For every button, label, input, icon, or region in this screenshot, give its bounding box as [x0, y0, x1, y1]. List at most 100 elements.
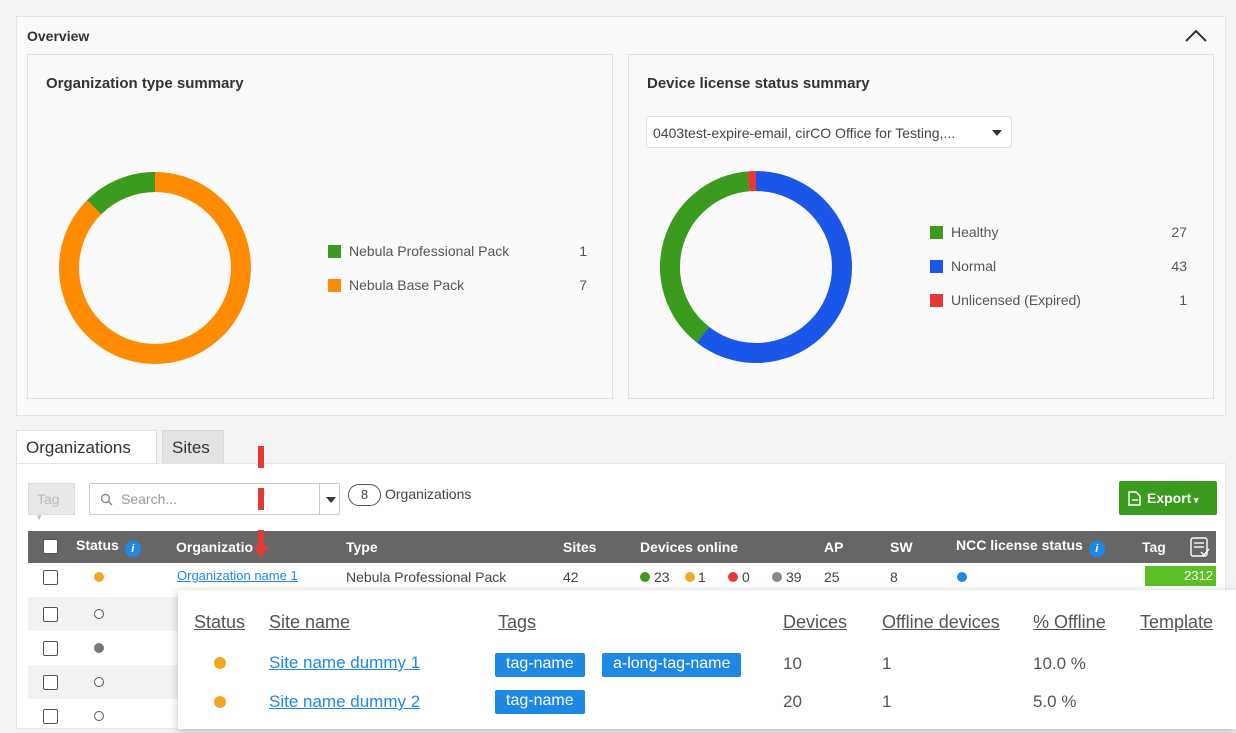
sites-popover: Status Site name Tags Devices Offline de… [178, 590, 1236, 729]
status-dot-warning [214, 657, 226, 669]
cell-online-grey: 39 [786, 569, 802, 585]
legend-item-healthy: Healthy 27 [930, 224, 1190, 242]
search-icon [100, 493, 113, 506]
organization-count-label: Organizations [385, 486, 471, 502]
row-checkbox[interactable] [43, 607, 58, 622]
popover-header-status[interactable]: Status [194, 612, 245, 633]
search-dropdown-toggle[interactable] [319, 484, 340, 514]
export-button[interactable]: Export ▾ [1119, 481, 1217, 515]
cell-pct-offline: 5.0 % [1033, 692, 1076, 712]
annotation-arrow-segment [258, 446, 264, 468]
caret-down-icon: ▾ [37, 512, 42, 522]
status-dot-offline [94, 711, 104, 721]
ncc-status-dot [957, 572, 967, 582]
org-type-donut-chart [58, 171, 252, 365]
chevron-up-icon[interactable] [1183, 23, 1209, 49]
tag-filter-label: Tag [37, 491, 60, 507]
legend-swatch [930, 294, 943, 307]
column-header-type[interactable]: Type [346, 539, 378, 555]
online-dot-orange [685, 572, 695, 582]
legend-count: 27 [1147, 224, 1187, 240]
cell-online-green: 23 [654, 569, 670, 585]
cell-devices: 10 [783, 654, 802, 674]
tab-sites[interactable]: Sites [162, 430, 224, 464]
status-dot-warning [214, 696, 226, 708]
export-icon [1128, 491, 1141, 506]
site-name-link[interactable]: Site name dummy 1 [269, 653, 420, 673]
column-header-ap[interactable]: AP [824, 539, 843, 555]
status-dot-warning [94, 572, 104, 582]
legend-count: 1 [547, 243, 587, 259]
organization-select-value: 0403test-expire-email, cirCO Office for … [653, 125, 955, 141]
column-header-ncc-license-status[interactable]: NCC license status i [956, 537, 1105, 557]
popover-header-offline-devices[interactable]: Offline devices [882, 612, 1000, 633]
legend-count: 7 [547, 277, 587, 293]
online-dot-red [728, 572, 738, 582]
popover-header-pct-offline[interactable]: % Offline [1033, 612, 1106, 633]
tag-badge: 2312 [1145, 566, 1216, 586]
column-header-devices-online[interactable]: Devices online [640, 539, 738, 555]
status-dot-offline [94, 677, 104, 687]
cell-sw: 8 [890, 569, 898, 585]
donut-slice-professional-pack [94, 182, 155, 207]
org-type-legend: Nebula Professional Pack 1 Nebula Base P… [328, 243, 590, 303]
tag-chip[interactable]: tag-name [495, 690, 585, 714]
legend-item-professional-pack: Nebula Professional Pack 1 [328, 243, 590, 261]
legend-count: 1 [1147, 292, 1187, 308]
donut-slice-normal [703, 181, 842, 353]
column-header-tag[interactable]: Tag [1142, 539, 1166, 555]
legend-swatch [930, 260, 943, 273]
popover-header-tags[interactable]: Tags [498, 612, 536, 633]
popover-header-devices[interactable]: Devices [783, 612, 847, 633]
tab-organizations[interactable]: Organizations [16, 430, 157, 464]
caret-down-icon: ▾ [1191, 495, 1198, 505]
legend-count: 43 [1147, 258, 1187, 274]
column-header-sites[interactable]: Sites [563, 539, 596, 555]
org-type-summary-title: Organization type summary [46, 75, 244, 92]
organization-count-badge: 8 [348, 484, 381, 506]
row-checkbox[interactable] [43, 675, 58, 690]
column-header-status-label: Status [76, 537, 119, 553]
row-checkbox[interactable] [43, 641, 58, 656]
legend-label: Healthy [951, 224, 998, 240]
status-dot-disabled [94, 643, 104, 653]
column-settings-icon[interactable] [1189, 536, 1211, 558]
overview-title: Overview [27, 28, 89, 44]
popover-header-template[interactable]: Template [1140, 612, 1213, 633]
popover-header-site-name[interactable]: Site name [269, 612, 350, 633]
organization-select[interactable]: 0403test-expire-email, cirCO Office for … [646, 116, 1012, 148]
export-label: Export [1147, 490, 1191, 506]
annotation-arrow-head-icon [253, 546, 269, 558]
organization-name-link[interactable]: Organization name 1 [177, 568, 298, 583]
info-icon[interactable]: i [125, 541, 141, 557]
column-header-sw[interactable]: SW [890, 539, 913, 555]
caret-down-icon [992, 130, 1002, 136]
legend-label: Nebula Base Pack [349, 277, 464, 293]
cell-pct-offline: 10.0 % [1033, 654, 1086, 674]
legend-item-unlicensed: Unlicensed (Expired) 1 [930, 292, 1190, 310]
row-checkbox[interactable] [43, 570, 58, 585]
tag-chip[interactable]: tag-name [495, 653, 585, 677]
select-all-checkbox[interactable] [43, 539, 58, 554]
cell-online-red: 0 [742, 569, 750, 585]
search-input[interactable]: Search... [89, 483, 340, 515]
cell-devices: 20 [783, 692, 802, 712]
row-checkbox[interactable] [43, 709, 58, 724]
cell-ap: 25 [824, 569, 840, 585]
column-header-organization[interactable]: Organizatio [176, 539, 253, 555]
legend-label: Unlicensed (Expired) [951, 292, 1081, 308]
device-license-summary-title: Device license status summary [647, 75, 870, 92]
cell-sites: 42 [563, 569, 579, 585]
online-dot-grey [772, 572, 782, 582]
tag-filter-select[interactable]: Tag ▾ [28, 483, 75, 515]
legend-swatch [328, 279, 341, 292]
org-type-summary-card: Organization type summary Nebula Profess… [27, 54, 613, 399]
site-name-link[interactable]: Site name dummy 2 [269, 692, 420, 712]
legend-item-base-pack: Nebula Base Pack 7 [328, 277, 590, 295]
tag-chip[interactable]: a-long-tag-name [602, 653, 741, 677]
info-icon[interactable]: i [1089, 541, 1105, 557]
column-header-ncc-label: NCC license status [956, 537, 1083, 553]
